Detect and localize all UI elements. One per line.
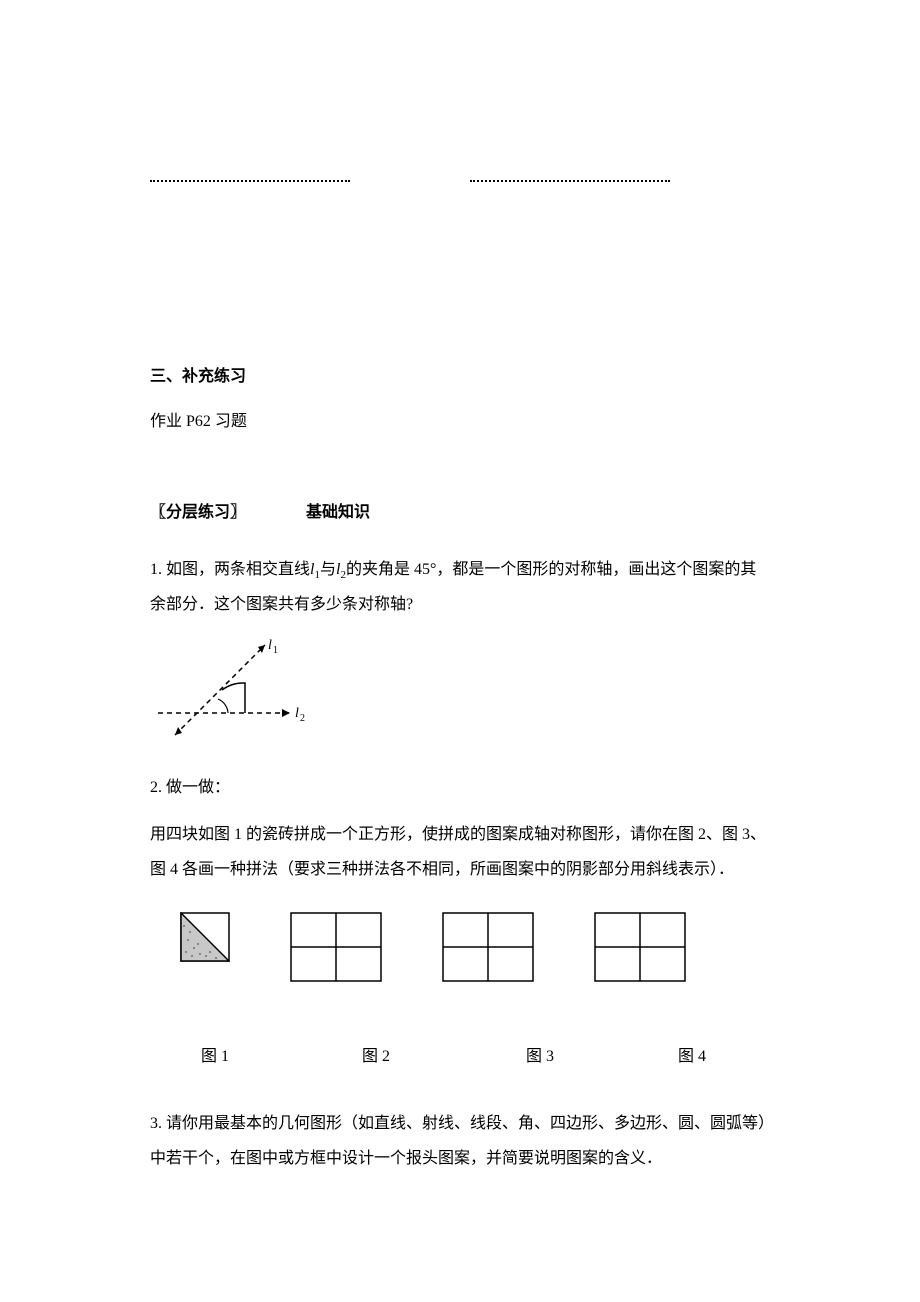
svg-text:2: 2 (300, 713, 305, 724)
section-3-title: 三、补充练习 (150, 362, 770, 386)
layered-subtitle: 基础知识 (306, 498, 370, 522)
question-3: 3. 请你用最基本的几何图形（如直线、射线、线段、角、四边形、多边形、圆、圆弧等… (150, 1106, 770, 1176)
svg-text:1: 1 (273, 645, 278, 656)
q1-mid: 与 (320, 561, 336, 578)
grid-4-svg (594, 912, 686, 982)
figure-labels-row: 图 1 图 2 图 3 图 4 (180, 1042, 770, 1066)
dotted-placeholder-lines (150, 180, 770, 182)
layered-practice-row: 〖分层练习〗 基础知识 (150, 498, 770, 522)
dotted-line-2 (470, 180, 670, 182)
fig-label-1: 图 1 (190, 1042, 240, 1066)
fig-label-4: 图 4 (646, 1042, 738, 1066)
grid-3-wrap (442, 912, 534, 982)
layered-bracket-title: 〖分层练习〗 (150, 498, 246, 522)
svg-text:l: l (268, 638, 272, 653)
question-2-text: 用四块如图 1 的瓷砖拼成一个正方形，使拼成的图案成轴对称图形，请你在图 2、图… (150, 817, 770, 887)
grid-2-wrap (290, 912, 382, 982)
q1-prefix: 1. 如图，两条相交直线 (150, 561, 310, 578)
question-1: 1. 如图，两条相交直线l1与l2的夹角是 45°，都是一个图形的对称轴，画出这… (150, 552, 770, 623)
dotted-line-1 (150, 180, 350, 182)
q1-diagram: l 1 l 2 (150, 635, 770, 750)
section-3-text: 作业 P62 习题 (150, 406, 770, 438)
tile-1-wrap (180, 912, 230, 962)
fig-label-2: 图 2 (330, 1042, 422, 1066)
grid-4-wrap (594, 912, 686, 982)
grid-2-svg (290, 912, 382, 982)
question-2-title: 2. 做一做： (150, 770, 770, 805)
tile-1-svg (180, 912, 230, 962)
fig-label-3: 图 3 (494, 1042, 586, 1066)
svg-text:l: l (295, 706, 299, 721)
tile-row (180, 912, 770, 982)
grid-3-svg (442, 912, 534, 982)
